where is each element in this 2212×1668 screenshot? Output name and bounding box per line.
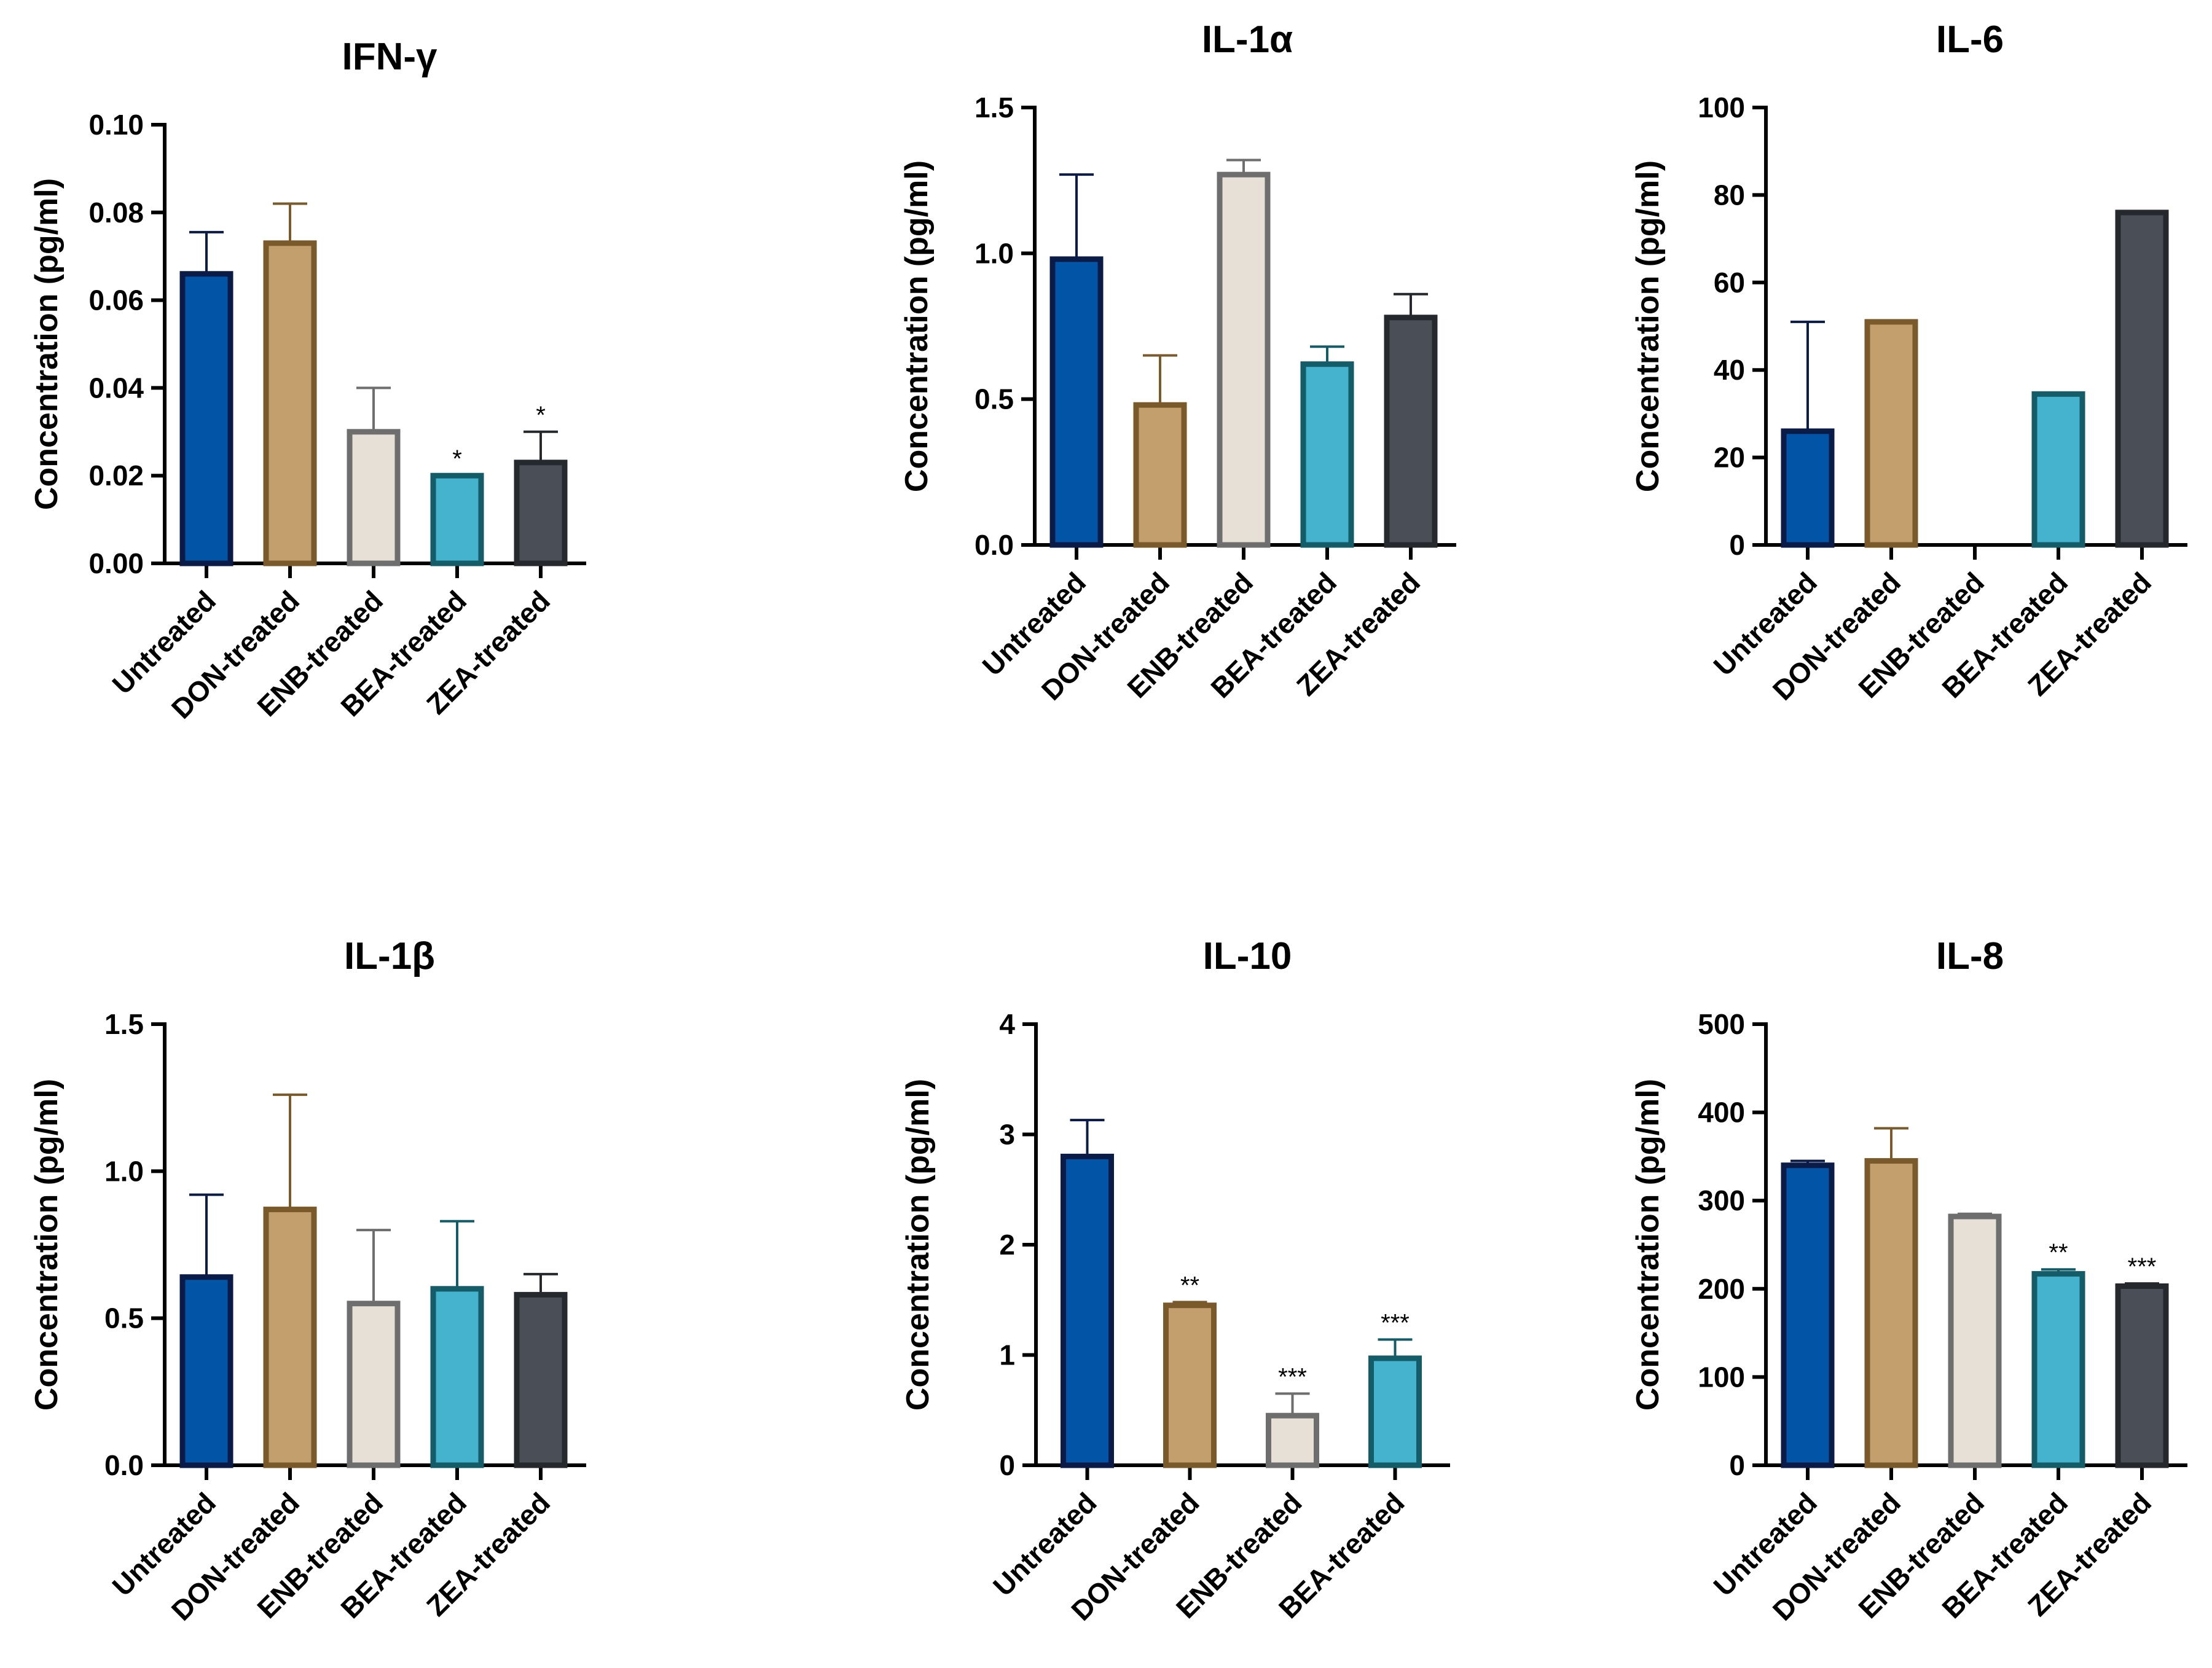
bar-enb-treated <box>1266 1412 1319 1468</box>
y-tick-label: 1 <box>999 1339 1015 1371</box>
y-axis-label: Concentration (pg/ml) <box>29 178 65 510</box>
bar-zea-treated <box>2115 209 2169 548</box>
y-tick-label: 60 <box>1714 267 1745 299</box>
bar-untreated <box>1781 1162 1835 1468</box>
bar-zea-treated <box>514 1291 568 1468</box>
y-axis-label: Concentration (pg/ml) <box>900 1079 936 1411</box>
chart-title: IFN-γ <box>342 36 438 78</box>
bar-untreated <box>1061 1153 1114 1468</box>
chart-panel-1: IFN-γ Concentration (pg/ml) 0.00 0.02 0.04 0.… <box>29 36 586 725</box>
bar-enb-treated <box>1217 171 1271 548</box>
y-tick-label: 20 <box>1714 442 1745 474</box>
bar-don-treated <box>1133 402 1187 548</box>
y-tick-label: 1.0 <box>104 1155 144 1187</box>
bar-don-treated <box>263 1207 317 1468</box>
bar-enb-treated <box>347 1301 401 1468</box>
chart-title: IL-10 <box>1203 935 1292 977</box>
bar-bea-treated <box>2031 1271 2085 1468</box>
y-tick-label: 80 <box>1714 179 1745 211</box>
y-axis-label: Concentration (pg/ml) <box>29 1079 65 1411</box>
y-tick-label: 0.5 <box>975 383 1014 415</box>
bar-bea-treated <box>1368 1355 1422 1468</box>
bar-don-treated <box>1864 319 1918 548</box>
bar-zea-treated <box>2115 1283 2169 1468</box>
y-tick-label: 40 <box>1714 354 1745 386</box>
y-tick-label: 0 <box>1729 529 1745 561</box>
chart-title: IL-6 <box>1936 18 2004 61</box>
y-tick-label: 200 <box>1698 1273 1745 1305</box>
bar-untreated <box>179 1274 233 1468</box>
y-tick-label: 0.5 <box>104 1302 144 1334</box>
bar-enb-treated <box>1948 1213 2002 1468</box>
significance-bea-treated: * <box>452 445 462 472</box>
y-tick-label: 0.08 <box>88 197 144 229</box>
y-tick-label: 500 <box>1698 1008 1745 1040</box>
y-tick-label: 400 <box>1698 1097 1745 1129</box>
y-tick-label: 0.10 <box>88 109 144 141</box>
y-tick-label: 0.0 <box>975 529 1014 561</box>
significance-don-treated: ** <box>1180 1272 1199 1299</box>
y-tick-label: 0.0 <box>104 1449 144 1481</box>
bar-bea-treated <box>430 472 484 566</box>
bar-zea-treated <box>514 460 568 566</box>
bar-untreated <box>179 271 233 566</box>
y-tick-label: 0.04 <box>88 372 144 404</box>
y-tick-label: 0.06 <box>88 284 144 316</box>
significance-bea-treated: *** <box>1381 1309 1410 1336</box>
bar-don-treated <box>1163 1302 1217 1468</box>
bar-don-treated <box>1864 1158 1918 1468</box>
y-tick-label: 1.5 <box>975 92 1014 123</box>
y-tick-label: 0.02 <box>88 460 144 491</box>
bar-don-treated <box>263 240 317 566</box>
y-tick-label: 4 <box>999 1008 1015 1040</box>
chart-title: IL-1β <box>344 935 435 977</box>
y-tick-label: 1.0 <box>975 237 1014 269</box>
bar-bea-treated <box>2031 391 2085 548</box>
bar-bea-treated <box>430 1286 484 1468</box>
y-tick-label: 1.5 <box>104 1008 144 1040</box>
significance-bea-treated: ** <box>2049 1239 2068 1266</box>
chart-title: IL-8 <box>1936 935 2004 977</box>
chart-panel-6: IL-8 Concentration (pg/ml) 0 100 200 300 400 50… <box>1630 935 2187 1627</box>
y-axis-label: Concentration (pg/ml) <box>1630 1079 1666 1411</box>
y-tick-label: 300 <box>1698 1184 1745 1216</box>
y-tick-label: 100 <box>1698 92 1745 123</box>
significance-zea-treated: * <box>536 402 546 429</box>
y-tick-label: 0.00 <box>88 547 144 579</box>
bar-untreated <box>1781 428 1835 548</box>
bar-untreated <box>1049 256 1104 548</box>
significance-zea-treated: *** <box>2128 1253 2157 1280</box>
y-axis-label: Concentration (pg/ml) <box>899 160 935 492</box>
y-tick-label: 0 <box>1729 1449 1745 1481</box>
y-tick-label: 2 <box>999 1229 1015 1261</box>
y-tick-label: 0 <box>999 1449 1015 1481</box>
bar-zea-treated <box>1384 315 1438 548</box>
significance-enb-treated: *** <box>1278 1363 1307 1390</box>
y-tick-label: 3 <box>999 1119 1015 1151</box>
y-axis-label: Concentration (pg/ml) <box>1630 160 1666 492</box>
bar-enb-treated <box>347 429 401 566</box>
y-tick-label: 100 <box>1698 1361 1745 1393</box>
chart-title: IL-1α <box>1202 18 1293 61</box>
bar-bea-treated <box>1300 361 1354 548</box>
